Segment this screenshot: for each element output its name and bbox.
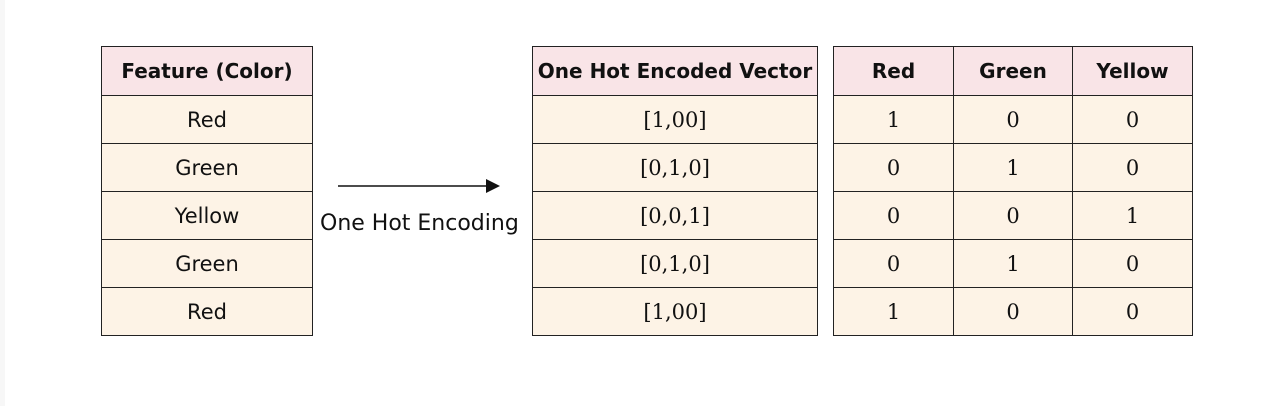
feature-cell: Red (101, 287, 313, 336)
vector-cell: [0,1,0] (532, 239, 818, 288)
vector-cell: [0,0,1] (532, 191, 818, 240)
onehot-cell: 0 (833, 143, 954, 192)
table-header-row: Red Green Yellow (833, 46, 1193, 96)
onehot-header-yellow: Yellow (1072, 46, 1193, 96)
table-row: 0 1 0 (833, 143, 1193, 192)
table-row: [1,00] (532, 287, 818, 336)
onehot-header-green: Green (953, 46, 1073, 96)
table-row: [0,1,0] (532, 239, 818, 288)
onehot-cell: 0 (833, 239, 954, 288)
table-row: Yellow (101, 191, 313, 240)
onehot-cell: 0 (953, 191, 1073, 240)
onehot-cell: 0 (1072, 95, 1193, 144)
onehot-cell: 0 (1072, 287, 1193, 336)
onehot-cell: 1 (1072, 191, 1193, 240)
table-row: 1 0 0 (833, 287, 1193, 336)
feature-table: Feature (Color) Red Green Yellow Green R… (101, 46, 313, 336)
table-row: [0,1,0] (532, 143, 818, 192)
vector-table: One Hot Encoded Vector [1,00] [0,1,0] [0… (532, 46, 818, 336)
table-row: [1,00] (532, 95, 818, 144)
table-row: 0 0 1 (833, 191, 1193, 240)
table-row: [0,0,1] (532, 191, 818, 240)
onehot-header-red: Red (833, 46, 954, 96)
feature-cell: Red (101, 95, 313, 144)
onehot-cell: 1 (833, 287, 954, 336)
vector-cell: [1,00] (532, 95, 818, 144)
feature-table-header: Feature (Color) (101, 46, 313, 96)
transform-label: One Hot Encoding (320, 211, 519, 236)
table-header-row: One Hot Encoded Vector (532, 46, 818, 96)
onehot-cell: 0 (953, 95, 1073, 144)
table-row: Red (101, 95, 313, 144)
feature-cell: Green (101, 239, 313, 288)
table-row: 1 0 0 (833, 95, 1193, 144)
onehot-cell: 0 (1072, 143, 1193, 192)
onehot-cell: 0 (833, 191, 954, 240)
vector-table-header: One Hot Encoded Vector (532, 46, 818, 96)
onehot-cell: 1 (953, 239, 1073, 288)
onehot-cell: 1 (833, 95, 954, 144)
table-row: Green (101, 239, 313, 288)
onehot-table: Red Green Yellow 1 0 0 0 1 0 0 0 1 0 1 0… (833, 46, 1193, 336)
onehot-cell: 0 (953, 287, 1073, 336)
vector-cell: [1,00] (532, 287, 818, 336)
table-header-row: Feature (Color) (101, 46, 313, 96)
onehot-cell: 1 (953, 143, 1073, 192)
table-row: 0 1 0 (833, 239, 1193, 288)
table-row: Green (101, 143, 313, 192)
feature-cell: Green (101, 143, 313, 192)
vector-cell: [0,1,0] (532, 143, 818, 192)
feature-cell: Yellow (101, 191, 313, 240)
table-row: Red (101, 287, 313, 336)
onehot-cell: 0 (1072, 239, 1193, 288)
right-arrow-icon (338, 179, 500, 193)
